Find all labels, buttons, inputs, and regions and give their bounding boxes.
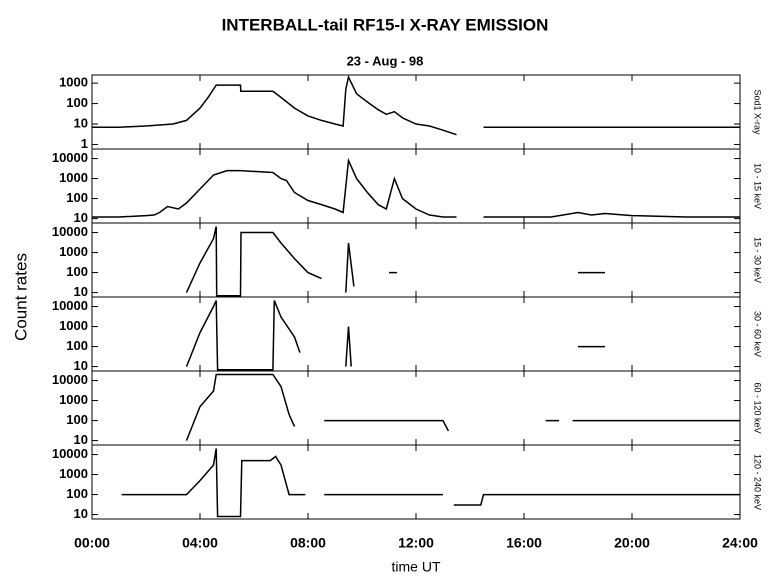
- y-tick-label: 10: [74, 358, 88, 373]
- series-label: 120 - 240 keV: [753, 454, 763, 510]
- y-tick-label: 100: [66, 264, 88, 279]
- y-tick-label: 1000: [59, 466, 88, 481]
- x-tick-label: 04:00: [182, 535, 218, 551]
- data-line: [121, 448, 740, 518]
- y-tick-label: 10: [74, 432, 88, 447]
- series-label: 60 - 120 keV: [753, 382, 763, 433]
- y-tick-label: 10: [74, 506, 88, 521]
- x-tick-label: 16:00: [506, 535, 542, 551]
- y-tick-label: 1000: [59, 75, 88, 90]
- y-tick-label: 1: [81, 136, 88, 151]
- x-tick-label: 00:00: [74, 535, 110, 551]
- series-label: 15 - 30 keV: [753, 237, 763, 283]
- y-tick-label: 10000: [52, 298, 88, 313]
- data-line: [187, 301, 638, 370]
- series-label: 30 - 60 keV: [753, 311, 763, 357]
- panel-frame: [91, 148, 741, 224]
- y-tick-label: 10: [74, 210, 88, 225]
- series-label: 10 - 15 keV: [753, 163, 763, 209]
- y-tick-label: 10: [74, 115, 88, 130]
- y-tick-label: 100: [66, 190, 88, 205]
- panel-frame: [91, 74, 741, 150]
- panel-frame: [91, 444, 741, 520]
- chart-title: INTERBALL-tail RF15-I X-RAY EMISSION: [222, 15, 549, 34]
- series-label: Sod1 X-ray: [753, 89, 763, 135]
- x-tick-label: 08:00: [290, 535, 326, 551]
- y-tick-label: 100: [66, 486, 88, 501]
- y-tick-label: 1000: [59, 392, 88, 407]
- x-axis-label: time UT: [392, 559, 441, 575]
- x-tick-label: 24:00: [722, 535, 758, 551]
- y-tick-label: 1000: [59, 318, 88, 333]
- data-line: [187, 227, 638, 296]
- y-tick-label: 100: [66, 95, 88, 110]
- y-tick-label: 100: [66, 338, 88, 353]
- chart-subtitle: 23 - Aug - 98: [347, 53, 424, 68]
- y-tick-label: 100: [66, 412, 88, 427]
- x-tick-label: 12:00: [398, 535, 434, 551]
- y-tick-label: 10000: [52, 446, 88, 461]
- data-line: [92, 74, 740, 136]
- y-axis-label: Count rates: [11, 253, 30, 341]
- y-tick-label: 10000: [52, 372, 88, 387]
- data-line: [92, 157, 740, 218]
- x-tick-label: 20:00: [614, 535, 650, 551]
- y-tick-label: 10: [74, 284, 88, 299]
- y-tick-label: 10000: [52, 224, 88, 239]
- data-line: [185, 373, 740, 441]
- y-tick-label: 1000: [59, 244, 88, 259]
- y-tick-label: 10000: [52, 150, 88, 165]
- y-tick-label: 1000: [59, 170, 88, 185]
